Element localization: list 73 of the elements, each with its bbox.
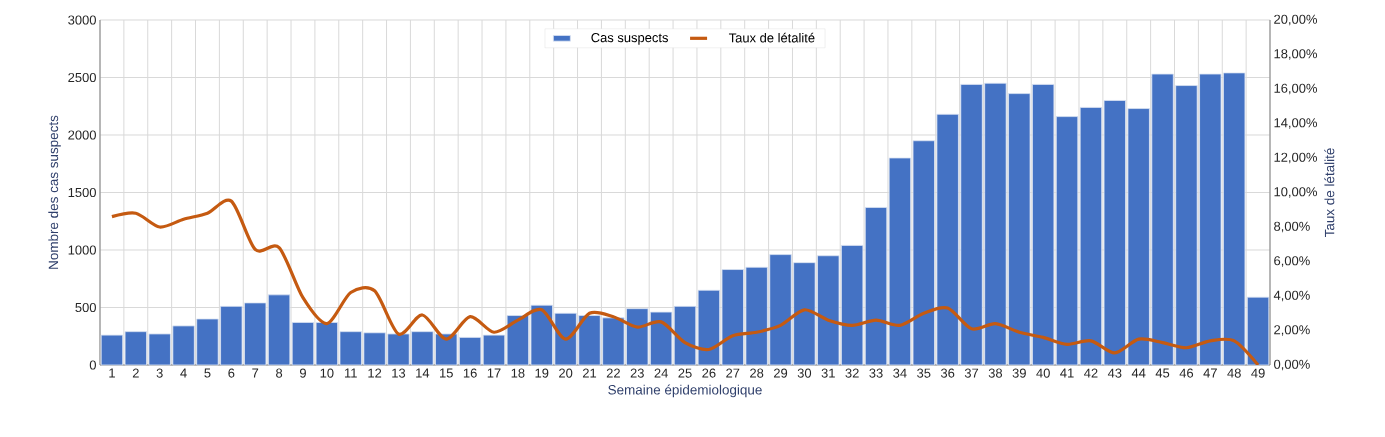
x-tick-label: 48 <box>1227 368 1241 378</box>
x-tick-label: 49 <box>1251 368 1265 378</box>
x-tick-label: 5 <box>204 368 211 378</box>
x-tick-label: 4 <box>180 368 187 378</box>
x-tick-label: 35 <box>917 368 931 378</box>
x-tick-label: 8 <box>276 368 283 378</box>
x-tick-label: 25 <box>678 368 692 378</box>
x-tick-label: 13 <box>392 368 406 378</box>
x-tick-label: 7 <box>252 368 259 378</box>
y-tick-label: 3000 <box>68 15 96 25</box>
x-tick-label: 10 <box>320 368 334 378</box>
y2-tick-label: 16,00% <box>1274 83 1317 95</box>
y2-tick-label: 20,00% <box>1274 14 1317 26</box>
y2-tick-label: 14,00% <box>1274 118 1317 129</box>
y2-tick-label: 10,00% <box>1274 187 1317 198</box>
x-tick-label: 6 <box>228 368 235 378</box>
x-tick-label: 14 <box>416 368 430 378</box>
x-tick-label: 46 <box>1179 368 1194 378</box>
y2-axis-title: Taux de létalité <box>1324 148 1335 238</box>
x-tick-label: 28 <box>750 368 764 378</box>
line-series <box>110 199 1260 365</box>
x-tick-label: 21 <box>582 368 597 378</box>
x-tick-label: 24 <box>654 368 668 378</box>
x-tick-label: 3 <box>156 368 163 378</box>
y2-tick-label: 8,00% <box>1274 221 1310 233</box>
y2-tick-label: 2,00% <box>1274 325 1310 336</box>
x-tick-label: 17 <box>487 368 501 378</box>
y2-tick-label: 4,00% <box>1273 290 1310 302</box>
x-tick-label: 18 <box>511 368 525 378</box>
x-tick-label: 15 <box>440 368 453 378</box>
x-tick-label: 20 <box>559 368 573 378</box>
x-tick-label: 11 <box>344 368 357 378</box>
legend-label: Taux de létalité <box>728 32 815 43</box>
x-tick-label: 47 <box>1203 368 1217 378</box>
y-tick-label: 500 <box>75 302 96 313</box>
x-tick-label: 38 <box>988 368 1003 378</box>
y-tick-label: 2500 <box>68 72 96 83</box>
y-tick-label: 1000 <box>68 245 96 255</box>
x-tick-label: 44 <box>1131 368 1146 378</box>
x-tick-label: 32 <box>845 368 859 378</box>
x-tick-label: 30 <box>797 368 812 378</box>
x-tick-label: 43 <box>1107 368 1122 378</box>
x-tick-label: 31 <box>821 368 835 378</box>
x-tick-label: 33 <box>869 368 883 378</box>
y-tick-label: 1500 <box>68 187 96 198</box>
x-tick-label: 12 <box>368 368 382 378</box>
x-tick-label: 45 <box>1155 368 1170 378</box>
x-tick-label: 34 <box>893 368 907 378</box>
x-tick-label: 9 <box>299 368 306 378</box>
x-tick-label: 27 <box>726 368 740 378</box>
y-tick-label: 2000 <box>68 130 96 140</box>
x-tick-label: 29 <box>773 368 788 378</box>
x-axis-title: Semaine épidemiologique <box>608 384 762 398</box>
x-tick-label: 23 <box>630 368 644 378</box>
x-tick-label: 36 <box>940 368 955 378</box>
y2-tick-label: 18,00% <box>1274 49 1317 60</box>
x-tick-label: 19 <box>535 368 549 378</box>
x-tick-label: 42 <box>1084 368 1098 378</box>
x-tick-label: 40 <box>1036 368 1050 378</box>
y2-tick-label: 12,00% <box>1274 152 1317 164</box>
y-tick-label: 0 <box>89 360 96 370</box>
y2-tick-label: 6,00% <box>1274 256 1310 267</box>
x-tick-label: 22 <box>606 368 620 378</box>
x-tick-label: 26 <box>702 368 716 378</box>
y2-tick-label: 0,00% <box>1274 359 1310 371</box>
x-tick-label: 39 <box>1012 368 1026 378</box>
x-tick-label: 2 <box>132 368 139 378</box>
x-tick-label: 16 <box>463 368 477 378</box>
x-tick-label: 1 <box>109 368 115 378</box>
y-axis-title: Nombre des cas suspects <box>48 115 61 269</box>
x-tick-label: 41 <box>1060 368 1074 378</box>
x-tick-label: 37 <box>964 368 979 378</box>
legend-label: Cas suspects <box>591 33 668 45</box>
